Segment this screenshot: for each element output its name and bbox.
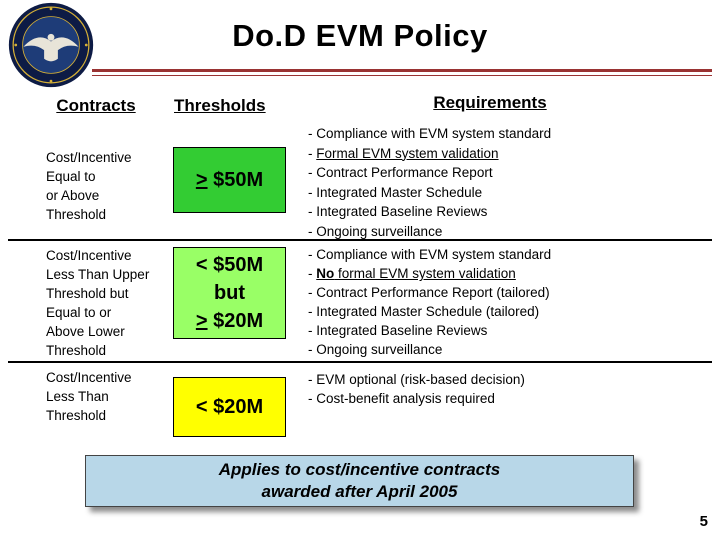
threshold-high-operator: >	[195, 168, 208, 191]
slide-title: Do.D EVM Policy	[232, 18, 488, 53]
requirement-item: - Ongoing surveillance	[308, 342, 443, 357]
footer-line-2: awarded after April 2005	[261, 482, 458, 501]
requirement-item: - Compliance with EVM system standard	[308, 247, 552, 262]
requirement-item: - EVM optional (risk-based decision)	[308, 372, 525, 387]
requirement-item: - Cost-benefit analysis required	[308, 391, 495, 406]
dod-seal-icon	[8, 2, 94, 88]
contract-tier-2-description: Cost/Incentive Less Than Upper Threshold…	[46, 248, 150, 358]
requirement-item: - Contract Performance Report	[308, 165, 493, 180]
threshold-mid-line2: but	[213, 282, 246, 304]
requirement-item: - Integrated Master Schedule	[308, 184, 483, 200]
thresholds-column-header: Thresholds	[174, 96, 266, 115]
footer-callout: Applies to cost/incentive contracts awar…	[85, 455, 634, 507]
title-rule-bottom	[92, 75, 712, 76]
requirements-list-tier-2: - Compliance with EVM system standard - …	[308, 245, 712, 359]
requirement-rest-text: formal EVM system validation	[334, 266, 516, 281]
threshold-mid-operator: >	[195, 310, 208, 332]
requirements-column-header: Requirements	[433, 93, 547, 112]
threshold-box-mid: < $50M but > $20M	[173, 247, 286, 339]
threshold-mid-value: $20M	[207, 310, 264, 332]
dod-seal-logo	[8, 2, 94, 88]
requirement-item: - Compliance with EVM system standard	[308, 126, 552, 141]
row-separator-1	[8, 239, 712, 241]
page-number: 5	[699, 513, 708, 530]
threshold-low-value: < $20M	[195, 395, 264, 418]
footer-line-1: Applies to cost/incentive contracts	[218, 460, 501, 479]
contract-tier-1-description: Cost/Incentive Equal to or Above Thresho…	[46, 150, 132, 222]
threshold-mid-line3: > $20M	[196, 307, 263, 335]
requirement-bold-text: No	[316, 266, 335, 281]
requirement-dash: -	[308, 145, 317, 161]
requirements-list-tier-1: - Compliance with EVM system standard - …	[308, 124, 712, 241]
contracts-column-header: Contracts	[56, 96, 136, 115]
threshold-box-high: > $50M	[173, 147, 286, 213]
threshold-high-value: $50M	[207, 168, 264, 191]
threshold-box-low: < $20M	[173, 377, 286, 437]
requirement-item: - Ongoing surveillance	[308, 223, 443, 239]
threshold-high-text: > $50M	[196, 169, 263, 192]
row-separator-2	[8, 361, 712, 363]
title-rule-top	[92, 69, 712, 72]
requirement-underlined-text: Formal EVM system validation	[316, 145, 499, 161]
requirement-item: - Integrated Baseline Reviews	[308, 204, 488, 219]
contract-tier-3-description: Cost/Incentive Less Than Threshold	[46, 370, 132, 423]
requirement-dash: -	[308, 266, 317, 281]
requirement-item: - Formal EVM system validation	[308, 144, 712, 164]
requirements-list-tier-3: - EVM optional (risk-based decision) - C…	[308, 370, 712, 408]
requirement-item: - Contract Performance Report (tailored)	[308, 285, 550, 300]
requirement-underlined-text: No formal EVM system validation	[316, 266, 516, 281]
requirement-item: - Integrated Baseline Reviews	[308, 323, 488, 338]
threshold-mid-line1: < $50M	[195, 254, 264, 276]
requirement-item: - No formal EVM system validation	[308, 264, 712, 283]
requirement-item: - Integrated Master Schedule (tailored)	[308, 304, 540, 319]
